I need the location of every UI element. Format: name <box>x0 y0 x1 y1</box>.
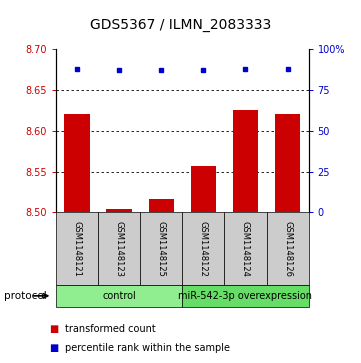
Text: protocol: protocol <box>4 291 46 301</box>
Text: percentile rank within the sample: percentile rank within the sample <box>65 343 230 354</box>
Text: GSM1148124: GSM1148124 <box>241 221 250 277</box>
Text: GSM1148125: GSM1148125 <box>157 221 166 277</box>
Bar <box>233 110 258 212</box>
Bar <box>149 199 174 212</box>
Text: GDS5367 / ILMN_2083333: GDS5367 / ILMN_2083333 <box>90 19 271 32</box>
Text: GSM1148122: GSM1148122 <box>199 221 208 277</box>
Bar <box>275 114 300 212</box>
Text: ■: ■ <box>49 323 58 334</box>
Text: ■: ■ <box>49 343 58 354</box>
Bar <box>191 166 216 212</box>
Bar <box>64 114 90 212</box>
Bar <box>106 209 132 212</box>
Text: transformed count: transformed count <box>65 323 156 334</box>
Text: control: control <box>102 291 136 301</box>
Text: GSM1148121: GSM1148121 <box>73 221 82 277</box>
Text: GSM1148126: GSM1148126 <box>283 221 292 277</box>
Text: GSM1148123: GSM1148123 <box>115 221 123 277</box>
Text: miR-542-3p overexpression: miR-542-3p overexpression <box>178 291 313 301</box>
